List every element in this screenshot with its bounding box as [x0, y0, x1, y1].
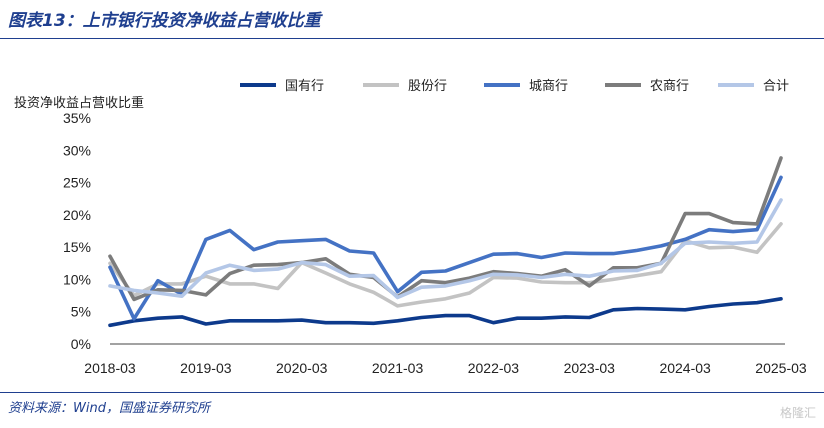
legend-label: 城商行 — [529, 79, 568, 94]
y-tick-label: 15% — [63, 239, 91, 255]
legend-label: 国有行 — [285, 79, 324, 94]
y-tick-label: 0% — [71, 336, 91, 352]
source-note: 资料来源：Wind，国盛证券研究所 — [8, 401, 210, 416]
x-tick-label: 2023-03 — [564, 360, 616, 376]
x-tick-label: 2025-03 — [755, 360, 807, 376]
title-divider — [0, 38, 824, 39]
series-line — [108, 198, 783, 300]
x-tick-label: 2020-03 — [276, 360, 328, 376]
x-tick-label: 2022-03 — [468, 360, 520, 376]
y-tick-label: 35% — [63, 110, 91, 126]
y-tick-label: 25% — [63, 175, 91, 191]
series-line — [108, 297, 783, 328]
x-tick-label: 2024-03 — [659, 360, 711, 376]
figure-title: 图表13：上市银行投资净收益占营收比重 — [8, 11, 321, 31]
legend-label: 合计 — [763, 79, 789, 94]
x-tick-label: 2018-03 — [84, 360, 136, 376]
y-tick-label: 20% — [63, 207, 91, 223]
source-divider — [0, 392, 824, 393]
legend-label: 股份行 — [408, 79, 447, 94]
x-tick-label: 2019-03 — [180, 360, 232, 376]
y-tick-label: 5% — [71, 304, 91, 320]
x-tick-label: 2021-03 — [372, 360, 424, 376]
legend-label: 农商行 — [650, 79, 689, 94]
series-line — [108, 156, 783, 302]
y-tick-label: 30% — [63, 142, 91, 158]
y-tick-label: 10% — [63, 271, 91, 287]
y-axis-title: 投资净收益占营收比重 — [14, 96, 145, 111]
watermark-logo: 格隆汇 — [779, 406, 816, 420]
